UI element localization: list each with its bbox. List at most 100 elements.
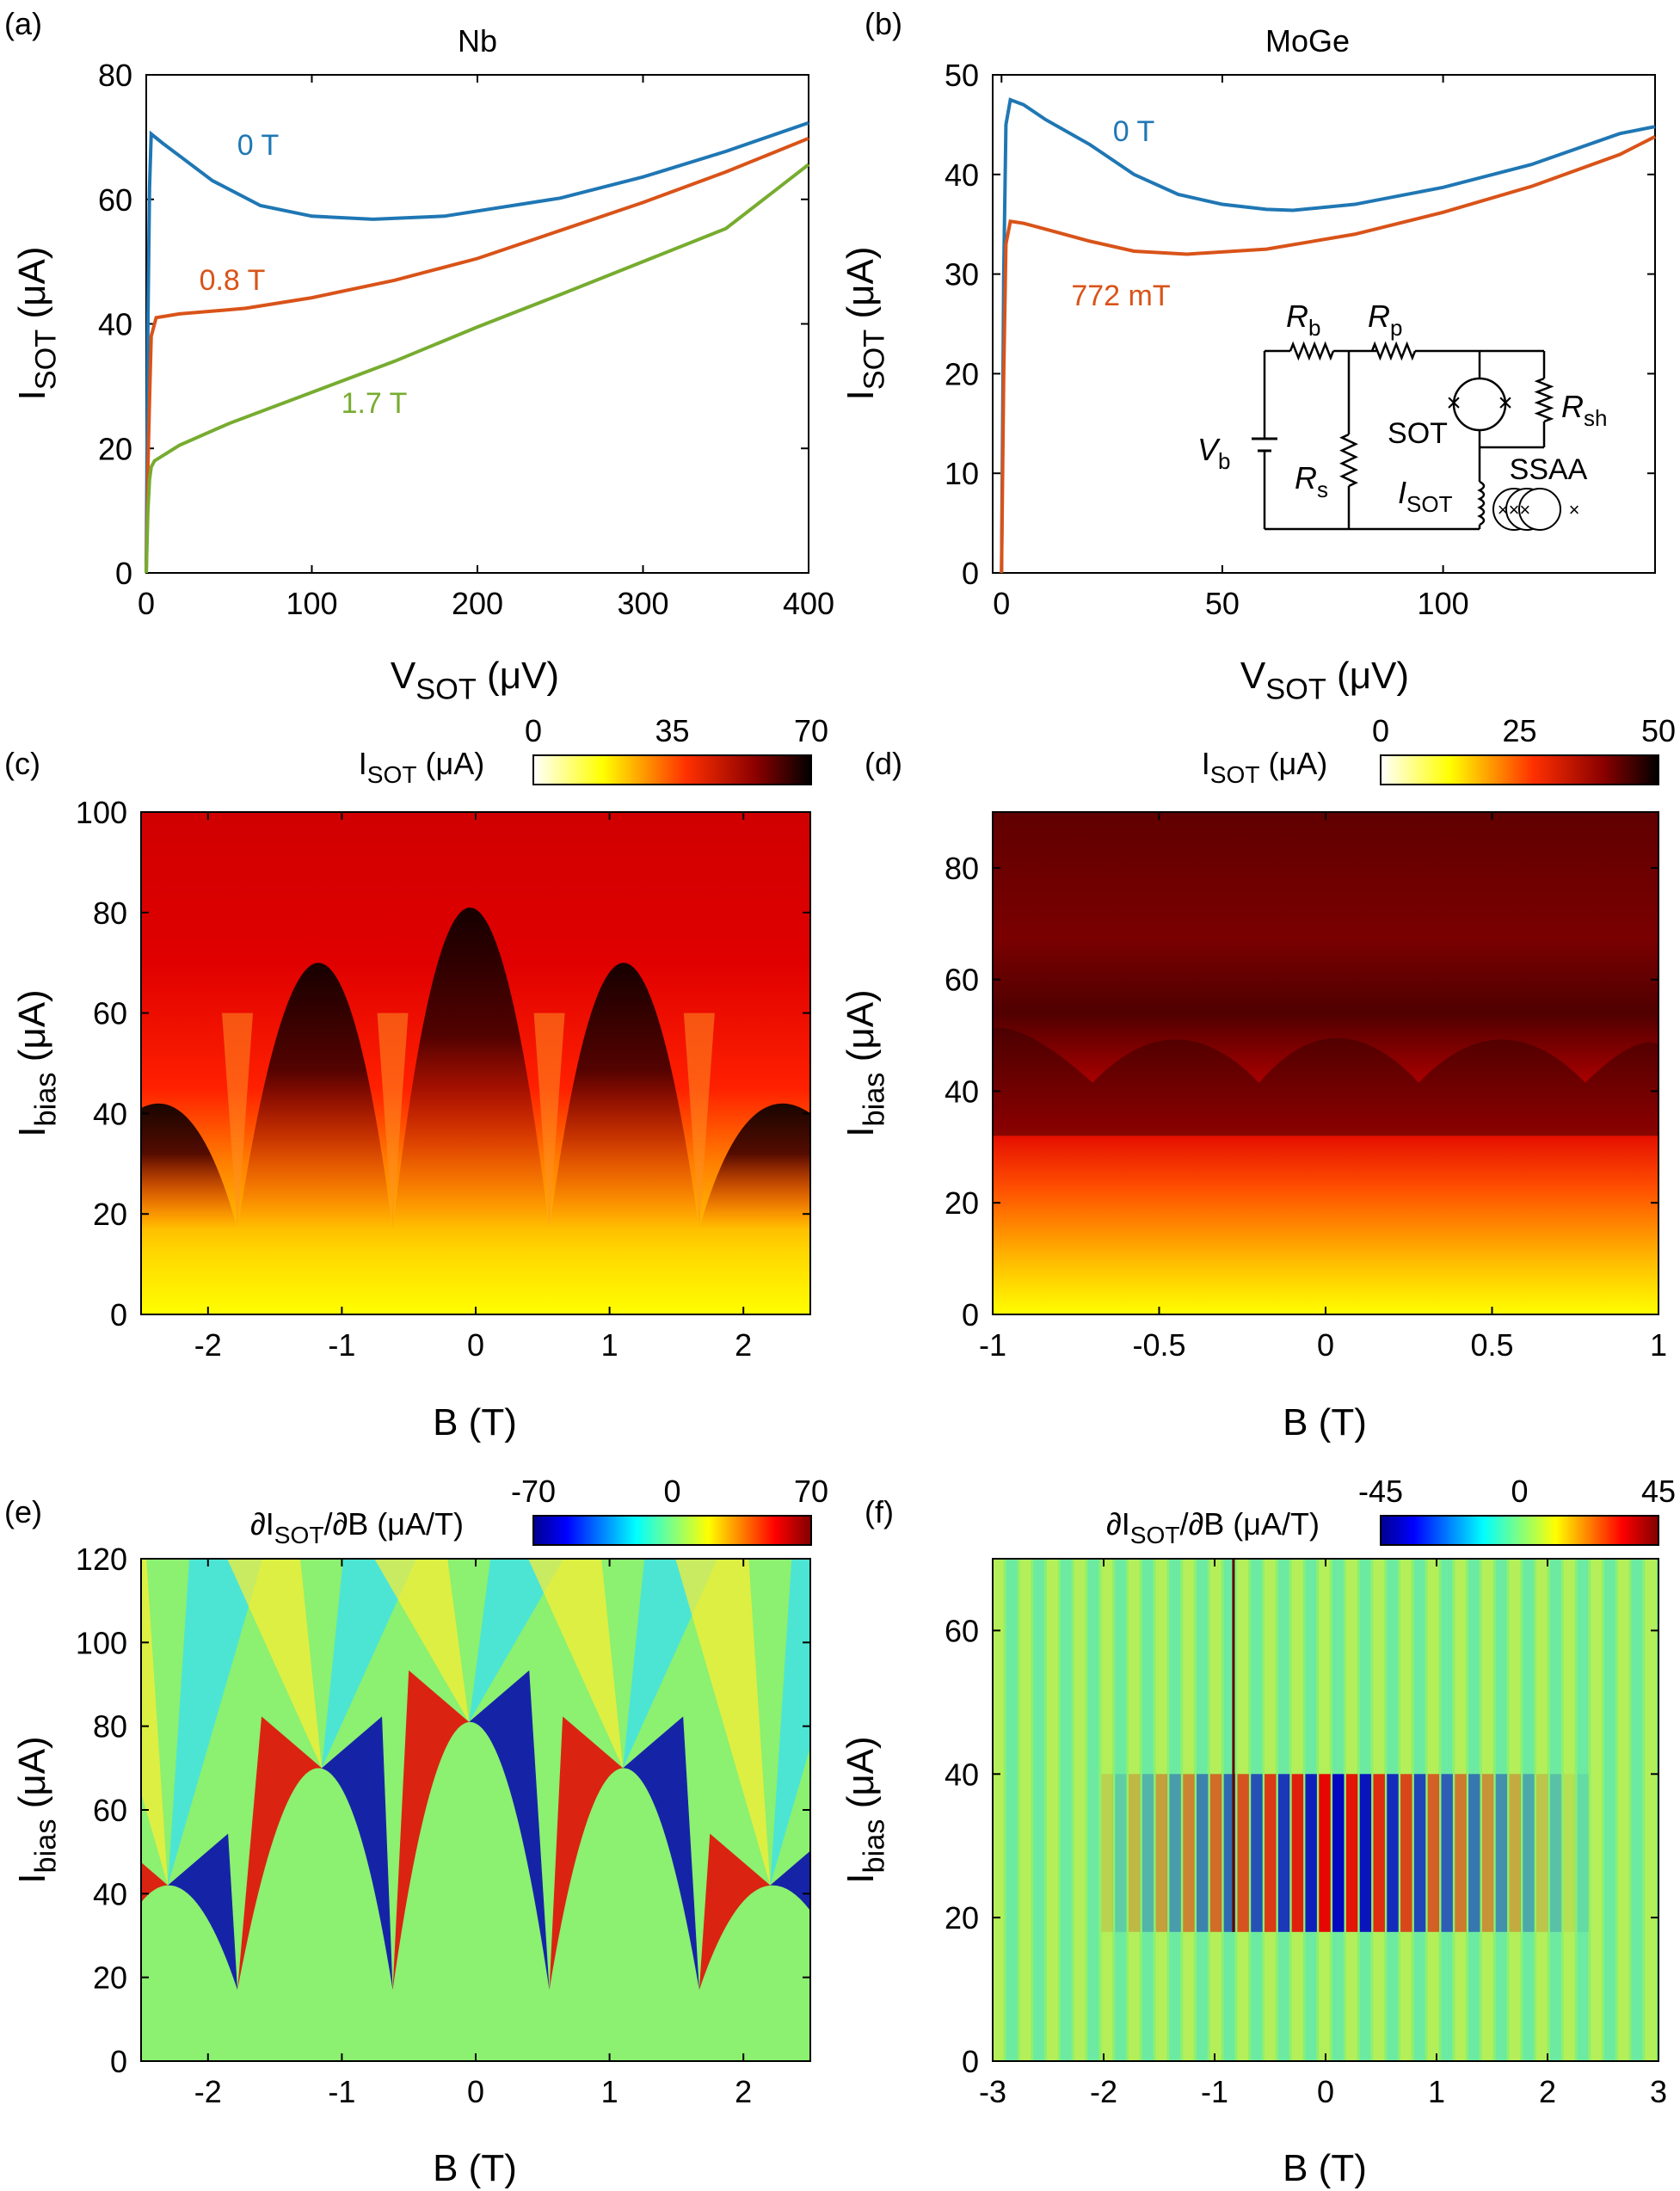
stripe-negative-light [1033,1559,1045,2061]
stripe-positive [1536,1774,1548,1932]
stripe-positive-light [1591,1559,1602,2061]
stripe-positive [1291,1774,1304,1932]
resistor-rs [1339,433,1358,488]
stripe-positive-light [1129,1559,1140,2061]
y-tick-label: 40 [93,1096,127,1131]
series-line [145,136,809,574]
x-tick-label: -1 [979,1327,1006,1363]
stripe-negative-light [1006,1559,1018,2061]
x-tick-label: 200 [452,586,503,621]
y-tick-label: 80 [945,851,979,886]
y-tick-label: 80 [98,58,132,93]
x-tick-label: 0 [1317,1327,1334,1363]
rsh-label: Rsh [1561,389,1607,431]
stripe-negative-light [1142,1559,1154,2061]
x-tick-label: -2 [194,2074,222,2109]
x-tick-label: 300 [617,586,668,621]
x-axis-label: VSOT (μV) [391,655,559,705]
stripe-negative [1413,1774,1426,1932]
stripe-positive [1129,1774,1141,1932]
stripe-positive [1455,1774,1467,1932]
stripe-negative [1142,1774,1154,1932]
stripe-negative [1495,1774,1508,1932]
stripe-negative [1387,1774,1399,1932]
stripe-negative-light [1197,1559,1208,2061]
colorbar [1380,1515,1659,1546]
lobe-interior [698,1885,810,2061]
fan-negative [322,1559,417,1769]
colorbar-tick-label: -45 [1358,1474,1403,1509]
colorbar-tick-label: 70 [794,1474,828,1509]
series-line [1000,97,1656,574]
stripe-positive [1563,1774,1576,1932]
x-tick-label: 50 [1205,586,1240,621]
y-axis-label: ISOT (μA) [11,246,62,400]
y-tick-label: 80 [93,895,127,931]
rs-label: Rs [1295,460,1328,502]
stripe-negative-light [1061,1559,1072,2061]
x-tick-label: -2 [194,1327,222,1363]
panel-b-moge-iv-curves: 0 50 100 0 10 20 30 40 50 (b) MoGe 0 T 772 mT VSOT (μ… [840,6,1656,705]
panel-label: (c) [4,746,40,781]
x-tick-label: 100 [1418,586,1469,621]
y-tick-label: 80 [93,1709,127,1745]
junction-mark: × [1446,389,1462,417]
series-line [145,163,810,574]
lobe-band [993,1027,1658,1136]
y-tick-label: 20 [93,1197,127,1232]
stripe-negative-light [1577,1559,1589,2061]
stripe-positive [1481,1774,1494,1932]
stripe-negative-light [1549,1559,1561,2061]
colorbar-tick-label: -70 [511,1474,556,1509]
cusp [377,1012,409,1229]
stripe-negative-light [1468,1559,1480,2061]
x-tick-label: 0 [467,2074,484,2109]
x-tick-label: 400 [783,586,834,621]
chart-title: MoGe [1265,23,1350,58]
ssaa-loop [1518,488,1561,531]
fan-positive [675,1559,771,1886]
x-tick-label: 1 [1428,2074,1445,2109]
panel-label: (e) [4,1494,42,1529]
lobe-interior [141,1885,238,2061]
x-tick-label: -0.5 [1132,1327,1185,1363]
y-tick-label: 60 [93,1793,127,1828]
fan-positive [141,1559,169,1886]
stripe-positive-light [1536,1559,1548,2061]
colorbar-tick-label: 45 [1641,1474,1676,1509]
cusp [533,1012,565,1229]
stripe-positive [1101,1774,1113,1932]
y-axis-label: Ibias (μA) [840,989,890,1136]
y-tick-label: 60 [98,182,132,218]
y-tick-label: 0 [962,2044,979,2079]
stripe-negative-light [1523,1559,1534,2061]
stripe-positive-light [1047,1559,1058,2061]
stripe-positive [1183,1774,1195,1932]
y-tick-label: 50 [945,58,979,93]
y-axis-label: Ibias (μA) [11,989,62,1136]
stripe-negative [1169,1774,1181,1932]
stripe-negative [1577,1774,1589,1932]
colorbar-tick-label: 0 [1372,713,1389,748]
lobe [237,963,393,1229]
stripe-positive-light [1563,1559,1575,2061]
x-tick-label: 3 [1650,2074,1667,2109]
y-tick-label: 40 [98,307,132,342]
stripe-negative-light [1087,1559,1099,2061]
series-label: 1.7 T [342,387,408,420]
x-tick-label: -1 [328,2074,355,2109]
stripe-negative [1332,1774,1345,1932]
y-tick-label: 0 [110,2044,127,2079]
stripe-positive-light [1155,1559,1167,2061]
colorbar-tick-label: 0 [663,1474,680,1509]
stripe-positive-light [1617,1559,1629,2061]
colorbar-label: ∂ISOT/∂B (μA/T) [1106,1506,1320,1548]
stripe-negative-light [1115,1559,1126,2061]
ssaa-junction: × [1569,499,1580,520]
y-tick-label: 0 [115,556,132,591]
colorbar-tick-label: 70 [794,713,828,748]
x-tick-label: -3 [979,2074,1006,2109]
rb-label: Rb [1286,298,1320,341]
y-tick-label: 40 [93,1876,127,1911]
